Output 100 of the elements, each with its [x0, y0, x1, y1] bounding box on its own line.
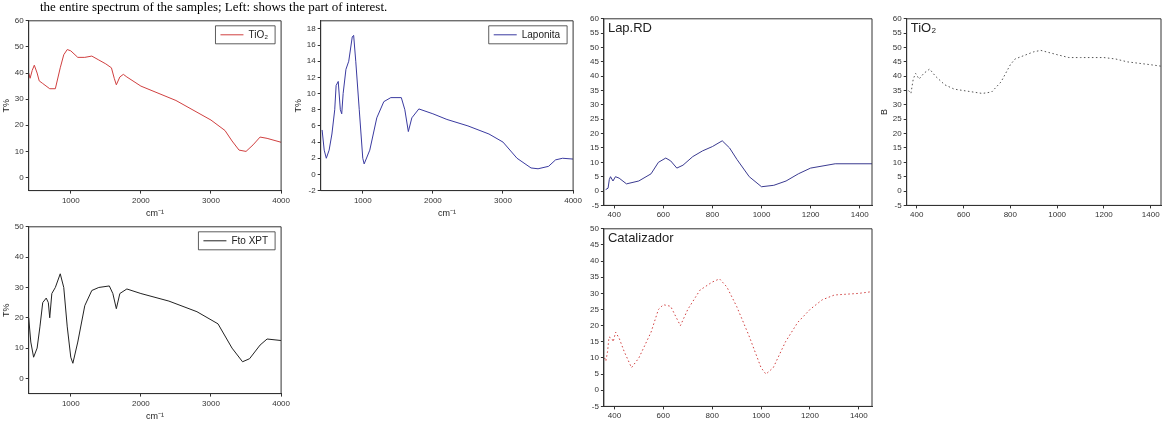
y-tick-label: 60 — [892, 14, 903, 23]
x-tick-label: 1000 — [61, 398, 81, 408]
y-tick-label: 60 — [589, 14, 600, 23]
y-tick-label: 10 — [892, 157, 903, 167]
x-tick-label: 2000 — [423, 195, 443, 205]
y-tick-label: 45 — [589, 240, 600, 250]
legend-label: TiO₂ — [248, 28, 269, 40]
y-tick-label: 5 — [594, 171, 600, 181]
x-tick-label: 1000 — [752, 411, 771, 421]
y-tick-label: 60 — [14, 16, 25, 25]
y-tick-label: 8 — [311, 104, 317, 114]
x-tick-label: 4000 — [272, 398, 291, 408]
x-axis-title: cm⁻¹ — [145, 208, 164, 219]
y-tick-label: 50 — [14, 222, 25, 231]
y-tick-label: 50 — [589, 224, 600, 233]
x-tick-label: 600 — [956, 210, 971, 220]
y-tick-label: 20 — [589, 320, 600, 330]
y-tick-label: 25 — [589, 304, 600, 314]
x-tick-label: 1000 — [752, 210, 771, 220]
x-tick-label: 800 — [705, 411, 720, 421]
y-tick-label: 50 — [892, 42, 903, 52]
y-tick-label: -2 — [308, 185, 317, 195]
y-tick-label: 30 — [14, 282, 25, 292]
y-tick-label: 30 — [892, 100, 903, 110]
x-tick-label: 1400 — [1141, 210, 1161, 220]
y-tick-label: 5 — [594, 369, 600, 379]
y-tick-label: 15 — [892, 143, 903, 153]
chart-title: Catalizador — [607, 229, 675, 245]
y-tick-label: 15 — [589, 337, 600, 347]
y-axis-title: T% — [0, 303, 11, 317]
y-tick-label: 55 — [892, 28, 903, 38]
y-tick-label: 18 — [306, 24, 317, 34]
y-tick-label: 0 — [311, 169, 317, 179]
y-tick-label: 0 — [19, 172, 25, 182]
y-tick-label: 14 — [306, 56, 317, 66]
x-tick-label: 1000 — [353, 195, 373, 205]
y-tick-label: 12 — [306, 72, 317, 82]
y-tick-label: 20 — [892, 128, 903, 138]
y-tick-label: 35 — [589, 85, 600, 95]
x-tick-label: 400 — [607, 411, 622, 421]
chart-title: Lap.RD — [607, 19, 652, 35]
y-tick-label: 55 — [589, 28, 600, 38]
y-axis-title: T% — [0, 98, 11, 113]
y-tick-label: 0 — [19, 373, 25, 383]
y-tick-label: 10 — [589, 353, 600, 363]
y-tick-label: 45 — [589, 57, 600, 67]
x-tick-label: 2000 — [131, 195, 151, 205]
legend-label: Fto XPT — [231, 234, 269, 246]
x-tick-label: 2000 — [131, 398, 151, 408]
x-tick-label: 800 — [1003, 210, 1018, 220]
y-tick-label: -5 — [591, 200, 600, 210]
x-tick-label: 1000 — [61, 195, 81, 205]
y-tick-label: 20 — [14, 312, 25, 322]
x-tick-label: 800 — [705, 210, 720, 220]
x-tick-label: 1200 — [801, 411, 820, 421]
y-tick-label: 10 — [14, 343, 25, 353]
y-tick-label: 10 — [306, 88, 317, 98]
y-tick-label: 20 — [14, 120, 25, 130]
x-tick-label: 1200 — [801, 210, 821, 220]
y-tick-label: 0 — [594, 186, 600, 196]
y-tick-label: 0 — [897, 186, 903, 196]
y-tick-label: 4 — [311, 137, 317, 147]
y-tick-label: 45 — [892, 57, 903, 67]
x-tick-label: 1000 — [1048, 210, 1067, 220]
x-axis-title: cm⁻¹ — [145, 411, 164, 422]
y-tick-label: 20 — [589, 128, 600, 138]
y-axis-title: B — [878, 109, 889, 116]
y-tick-label: 50 — [589, 42, 600, 52]
y-tick-label: 40 — [14, 68, 25, 78]
x-tick-label: 1200 — [1095, 210, 1114, 220]
y-tick-label: 0 — [594, 385, 600, 395]
y-tick-label: 40 — [589, 71, 600, 81]
x-tick-label: 3000 — [202, 195, 221, 205]
y-tick-label: 10 — [589, 157, 600, 167]
x-tick-label: 4000 — [272, 195, 291, 205]
y-tick-label: 6 — [311, 121, 317, 131]
y-tick-label: 10 — [14, 146, 25, 156]
y-tick-label: 5 — [897, 171, 903, 181]
y-tick-label: 35 — [589, 272, 600, 282]
x-tick-label: 4000 — [564, 195, 583, 205]
legend-label: Laponita — [521, 28, 561, 40]
y-tick-label: 35 — [892, 85, 903, 95]
line-series — [604, 278, 872, 375]
y-tick-label: 25 — [892, 114, 903, 124]
x-tick-label: 3000 — [202, 398, 221, 408]
chart-title: TiO₂ — [910, 19, 937, 35]
y-axis-title: T% — [292, 98, 303, 113]
y-tick-label: -5 — [591, 401, 600, 411]
y-tick-label: 40 — [14, 252, 25, 262]
x-tick-label: 600 — [656, 210, 671, 220]
x-axis-title: cm⁻¹ — [437, 208, 456, 219]
y-tick-label: 40 — [589, 256, 600, 266]
y-tick-label: 2 — [311, 153, 317, 163]
y-tick-label: 25 — [589, 114, 600, 124]
y-tick-label: 30 — [589, 100, 600, 110]
y-tick-label: 16 — [306, 40, 317, 50]
text: the entire spectrum of the samples; Left: shows the part of interest. — [40, 0, 388, 14]
y-tick-label: 15 — [589, 143, 600, 153]
x-tick-label: 1400 — [850, 210, 870, 220]
y-tick-label: -5 — [894, 200, 903, 210]
